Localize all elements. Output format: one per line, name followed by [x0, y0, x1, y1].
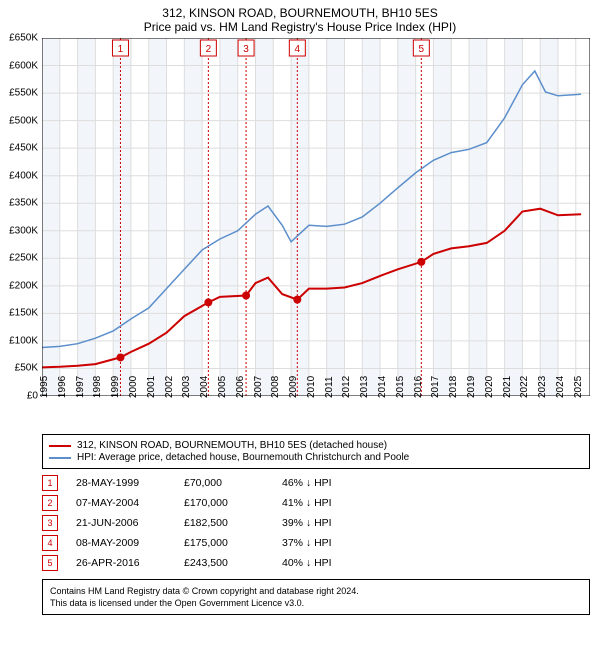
x-tick: 2001	[146, 376, 157, 398]
event-price: £182,500	[184, 517, 264, 529]
y-tick: £600K	[9, 60, 38, 71]
legend: 312, KINSON ROAD, BOURNEMOUTH, BH10 5ES …	[42, 434, 590, 469]
y-tick: £500K	[9, 115, 38, 126]
event-date: 28-MAY-1999	[76, 477, 166, 489]
x-tick: 2018	[448, 376, 459, 398]
y-tick: £150K	[9, 308, 38, 319]
events-table: 1 28-MAY-1999 £70,000 46% ↓ HPI 2 07-MAY-2004…	[42, 475, 590, 571]
y-tick: £650K	[9, 33, 38, 44]
event-badge: 1	[42, 475, 58, 491]
y-tick: £250K	[9, 253, 38, 264]
x-tick: 2022	[519, 376, 530, 398]
x-tick: 2004	[199, 376, 210, 398]
x-tick: 2002	[164, 376, 175, 398]
event-row: 5 26-APR-2016 £243,500 40% ↓ HPI	[42, 555, 590, 571]
event-row: 2 07-MAY-2004 £170,000 41% ↓ HPI	[42, 495, 590, 511]
legend-row-hpi: HPI: Average price, detached house, Bour…	[49, 452, 583, 463]
event-price: £70,000	[184, 477, 264, 489]
x-tick: 2007	[253, 376, 264, 398]
event-price: £243,500	[184, 557, 264, 569]
legend-row-property: 312, KINSON ROAD, BOURNEMOUTH, BH10 5ES …	[49, 440, 583, 451]
footer-line2: This data is licensed under the Open Gov…	[50, 597, 582, 609]
event-badge: 4	[42, 535, 58, 551]
x-tick: 2008	[270, 376, 281, 398]
svg-text:3: 3	[243, 44, 249, 55]
chart-title: 312, KINSON ROAD, BOURNEMOUTH, BH10 5ES …	[0, 0, 600, 38]
x-tick: 1995	[39, 376, 50, 398]
x-tick: 2020	[484, 376, 495, 398]
legend-label-property: 312, KINSON ROAD, BOURNEMOUTH, BH10 5ES …	[77, 440, 387, 451]
event-date: 07-MAY-2004	[76, 497, 166, 509]
x-tick: 2013	[359, 376, 370, 398]
legend-swatch-hpi	[49, 457, 71, 459]
x-tick: 2014	[377, 376, 388, 398]
y-tick: £400K	[9, 170, 38, 181]
event-date: 21-JUN-2006	[76, 517, 166, 529]
y-tick: £450K	[9, 143, 38, 154]
x-tick: 2023	[537, 376, 548, 398]
event-badge: 5	[42, 555, 58, 571]
event-date: 08-MAY-2009	[76, 537, 166, 549]
x-tick: 2005	[217, 376, 228, 398]
x-tick: 1998	[92, 376, 103, 398]
y-tick: £100K	[9, 335, 38, 346]
x-tick: 2024	[555, 376, 566, 398]
x-tick: 2017	[430, 376, 441, 398]
legend-swatch-property	[49, 445, 71, 447]
footer-line1: Contains HM Land Registry data © Crown c…	[50, 585, 582, 597]
event-row: 4 08-MAY-2009 £175,000 37% ↓ HPI	[42, 535, 590, 551]
y-axis: £0£50K£100K£150K£200K£250K£300K£350K£400…	[0, 38, 40, 396]
event-vs-hpi: 40% ↓ HPI	[282, 557, 332, 569]
event-price: £175,000	[184, 537, 264, 549]
x-tick: 2012	[341, 376, 352, 398]
x-tick: 2006	[235, 376, 246, 398]
event-vs-hpi: 46% ↓ HPI	[282, 477, 332, 489]
plot-svg: 1 2 3 4 5	[42, 38, 590, 396]
event-date: 26-APR-2016	[76, 557, 166, 569]
x-tick: 2009	[288, 376, 299, 398]
x-tick: 2003	[181, 376, 192, 398]
x-tick: 1999	[110, 376, 121, 398]
y-tick: £200K	[9, 280, 38, 291]
y-tick: £300K	[9, 225, 38, 236]
x-tick: 1996	[57, 376, 68, 398]
x-tick: 2015	[395, 376, 406, 398]
y-tick: £0	[27, 391, 38, 402]
event-badge: 2	[42, 495, 58, 511]
event-row: 3 21-JUN-2006 £182,500 39% ↓ HPI	[42, 515, 590, 531]
x-tick: 1997	[75, 376, 86, 398]
legend-label-hpi: HPI: Average price, detached house, Bour…	[77, 452, 409, 463]
plot-area: £0£50K£100K£150K£200K£250K£300K£350K£400…	[42, 38, 590, 396]
x-tick: 2021	[502, 376, 513, 398]
chart-container: { "chart": { "title_line1": "312, KINSON…	[0, 0, 600, 650]
y-tick: £350K	[9, 198, 38, 209]
svg-text:2: 2	[206, 44, 212, 55]
x-tick: 2025	[573, 376, 584, 398]
x-tick: 2016	[413, 376, 424, 398]
svg-text:4: 4	[295, 44, 301, 55]
x-tick: 2010	[306, 376, 317, 398]
event-vs-hpi: 39% ↓ HPI	[282, 517, 332, 529]
svg-text:1: 1	[118, 44, 124, 55]
event-row: 1 28-MAY-1999 £70,000 46% ↓ HPI	[42, 475, 590, 491]
x-tick: 2011	[324, 376, 335, 398]
event-badge: 3	[42, 515, 58, 531]
event-vs-hpi: 41% ↓ HPI	[282, 497, 332, 509]
y-tick: £50K	[15, 363, 38, 374]
y-tick: £550K	[9, 88, 38, 99]
event-price: £170,000	[184, 497, 264, 509]
event-vs-hpi: 37% ↓ HPI	[282, 537, 332, 549]
title-line2: Price paid vs. HM Land Registry's House …	[10, 20, 590, 34]
x-tick: 2000	[128, 376, 139, 398]
svg-text:5: 5	[419, 44, 425, 55]
title-line1: 312, KINSON ROAD, BOURNEMOUTH, BH10 5ES	[10, 6, 590, 20]
footer: Contains HM Land Registry data © Crown c…	[42, 579, 590, 615]
x-axis: 1995199619971998199920002001200220032004…	[42, 396, 590, 430]
x-tick: 2019	[466, 376, 477, 398]
